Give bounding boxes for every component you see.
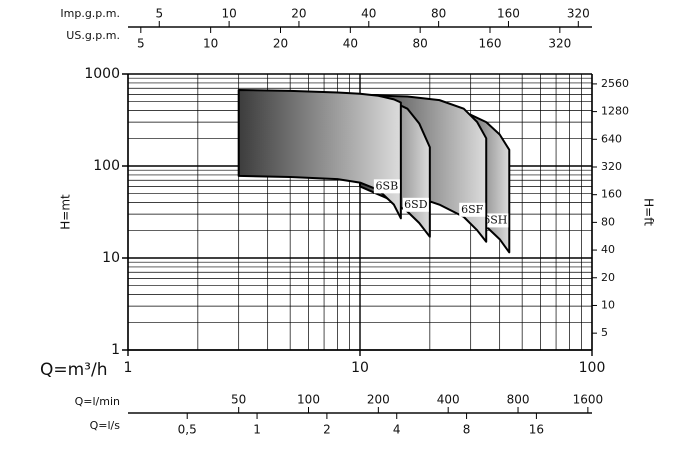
label-bg	[373, 179, 400, 194]
x-axis-label: Q=m³/h	[40, 360, 108, 380]
pump-region	[237, 89, 402, 220]
lmin-tick-label: 1600	[573, 393, 604, 407]
y2-tick-label: 80	[601, 215, 615, 228]
ls-tick-label: 16	[529, 423, 544, 437]
y2-tick-label: 5	[601, 326, 608, 339]
y2-tick-label: 10	[601, 298, 615, 311]
y-tick-label: 1	[111, 342, 120, 358]
y2-axis-label: H=ft	[642, 198, 656, 226]
series-label: 6SF	[461, 203, 484, 216]
series-label: 6SH	[483, 213, 507, 226]
imp-tick-label: 40	[361, 7, 376, 21]
lmin-tick-label: 50	[231, 393, 246, 407]
y-axis-label: H=mt	[59, 194, 73, 230]
imp-tick-label: 5	[155, 7, 163, 21]
lmin-tick-label: 800	[507, 393, 530, 407]
label-bg	[482, 213, 509, 228]
y2-tick-label: 640	[601, 132, 622, 145]
ls-tick-label: 8	[463, 423, 471, 437]
y2-tick-label: 20	[601, 271, 615, 284]
x-tick-label: 100	[579, 360, 606, 376]
imp-tick-label: 20	[291, 7, 306, 21]
y-tick-label: 100	[93, 158, 120, 174]
x-tick-label: 10	[351, 360, 369, 376]
axis-label: Q=l/s	[90, 419, 121, 432]
imp-tick-label: 320	[567, 7, 590, 21]
x-tick-label: 1	[124, 360, 133, 376]
y2-tick-label: 2560	[601, 77, 629, 90]
y2-tick-label: 1280	[601, 105, 629, 118]
us-tick-label: 40	[343, 37, 358, 51]
series-label: 6SD	[404, 198, 428, 211]
us-tick-label: 320	[548, 37, 571, 51]
lmin-tick-label: 400	[437, 393, 460, 407]
ls-tick-label: 4	[393, 423, 401, 437]
label-bg	[402, 197, 429, 212]
ls-tick-label: 0,5	[178, 423, 197, 437]
lmin-tick-label: 100	[297, 393, 320, 407]
ls-tick-label: 2	[323, 423, 331, 437]
axis-label: US.g.p.m.	[66, 29, 120, 42]
us-tick-label: 20	[273, 37, 288, 51]
y2-tick-label: 160	[601, 188, 622, 201]
label-bg	[459, 202, 486, 217]
y-tick-label: 10	[102, 250, 120, 266]
us-tick-label: 5	[137, 37, 145, 51]
us-tick-label: 80	[413, 37, 428, 51]
imp-tick-label: 80	[431, 7, 446, 21]
us-tick-label: 10	[203, 37, 218, 51]
axis-label: Q=l/min	[75, 395, 120, 408]
us-tick-label: 160	[479, 37, 502, 51]
y2-tick-label: 40	[601, 243, 615, 256]
y-tick-label: 1000	[84, 66, 120, 82]
ls-tick-label: 1	[253, 423, 261, 437]
lmin-tick-label: 200	[367, 393, 390, 407]
axis-label: Imp.g.p.m.	[60, 7, 120, 20]
imp-tick-label: 160	[497, 7, 520, 21]
series-label: 6SB	[376, 179, 399, 192]
y2-tick-label: 320	[601, 160, 622, 173]
imp-tick-label: 10	[221, 7, 236, 21]
